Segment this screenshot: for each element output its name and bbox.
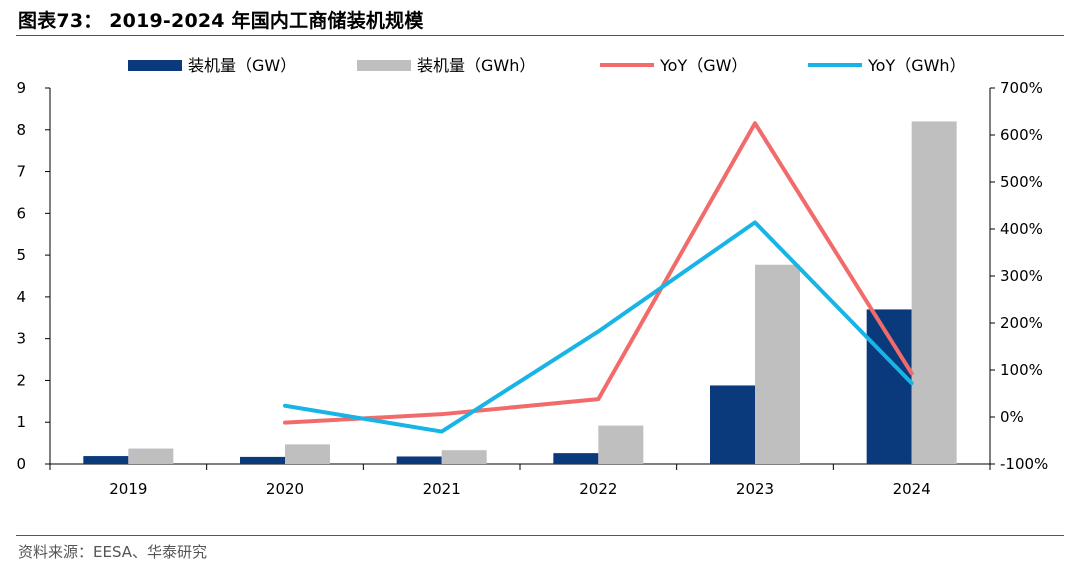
y-left-tick-label: 0 [16,455,26,473]
bar-gwh [755,264,800,464]
bar-gwh [128,448,174,464]
x-tick-label: 2022 [579,480,617,498]
y-left-tick-label: 1 [16,413,26,431]
y-left-tick-label: 3 [16,330,26,348]
source-note: 资料来源：EESA、华泰研究 [18,543,208,561]
line-yoy-gw [283,121,914,425]
y-right-tick-label: 300% [1000,267,1043,285]
chart-title: 图表73： 2019-2024 年国内工商储装机规模 [18,10,424,32]
legend: 装机量（GW） 装机量（GWh） YoY（GW） YoY（GWh） [128,56,966,75]
y-left-tick-label: 4 [16,288,26,306]
y-left-tick-label: 9 [16,79,26,97]
legend-label: 装机量（GWh） [417,56,535,75]
bar-gw [240,456,285,464]
y-left-tick-label: 6 [16,204,26,222]
y-left-tick-label: 8 [16,121,26,139]
legend-label: YoY（GW） [659,56,747,75]
bar-gwh [285,444,330,464]
bar-gw [553,453,599,464]
bar-gwh [911,121,957,464]
y-right-tick-label: 700% [1000,79,1043,97]
x-tick-label: 2021 [423,480,461,498]
bar-gw [710,385,755,464]
y-right-tick-label: 0% [1000,408,1024,426]
y-right-tick-label: 600% [1000,126,1043,144]
legend-label: YoY（GWh） [867,56,966,75]
y-left-tick-label: 5 [16,246,26,264]
legend-swatch-1 [357,60,411,71]
y-left-tick-label: 7 [16,163,26,181]
source-rule [16,535,1064,536]
y-right-tick-label: 200% [1000,314,1043,332]
y-right-tick-label: 400% [1000,220,1043,238]
x-tick-label: 2024 [893,480,931,498]
x-tick-label: 2020 [266,480,304,498]
y-left-tick-label: 2 [16,371,26,389]
bar-gw [866,309,912,464]
title-rule [16,35,1064,36]
line-yoy-gwh [283,220,914,434]
y-right-tick-label: -100% [1000,455,1048,473]
bar-gwh [441,450,487,464]
bar-gwh [598,425,644,464]
y-right-tick-label: 100% [1000,361,1043,379]
bar-gw [83,456,129,464]
legend-swatch-0 [128,60,182,71]
x-tick-label: 2019 [109,480,147,498]
line-series [283,121,914,434]
axes: 0 1 2 3 4 5 6 7 8 9 -100% 0% 100% 200% 300% 400% 500% 600… [16,79,1048,498]
legend-label: 装机量（GW） [188,56,296,75]
x-tick-label: 2023 [736,480,774,498]
bar-gw [396,456,442,464]
y-right-tick-label: 500% [1000,173,1043,191]
